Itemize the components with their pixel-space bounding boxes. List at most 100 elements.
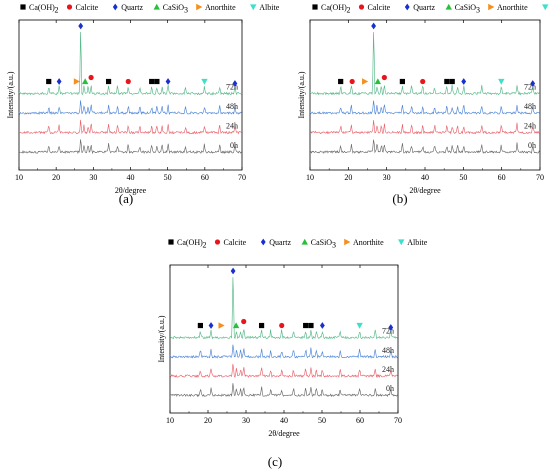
legend-marker-casio3 xyxy=(301,238,308,245)
legend-marker-albite xyxy=(250,4,257,11)
series-24h xyxy=(169,363,399,379)
series-0h xyxy=(18,139,243,155)
x-tick-label: 60 xyxy=(201,173,209,182)
legend-marker-calcite xyxy=(358,4,365,10)
x-tick-label: 30 xyxy=(89,173,97,182)
legend-label-caoh2: Ca(OH) xyxy=(177,238,203,247)
series-label-0h: 0h xyxy=(528,141,536,150)
phase-marker-albite xyxy=(498,78,505,85)
legend-sub-casio3: 3 xyxy=(476,6,480,15)
x-tick-label: 70 xyxy=(238,173,246,182)
phase-marker-caoh2 xyxy=(449,78,455,85)
legend-label-casio3: CaSiO xyxy=(163,3,185,12)
series-48h xyxy=(309,100,541,115)
legend-label-casio3: CaSiO xyxy=(311,238,333,247)
legend-marker-quartz xyxy=(112,3,118,11)
phase-marker-calcite xyxy=(420,78,426,85)
legend-label-anorthite: Anorthite xyxy=(497,3,528,12)
x-tick-label: 40 xyxy=(280,416,288,425)
caption-c: (c) xyxy=(268,454,282,469)
phase-marker-anorthite xyxy=(73,78,81,85)
series-0h xyxy=(309,139,541,154)
phase-marker-quartz xyxy=(78,22,84,30)
plot-frame xyxy=(18,19,243,171)
legend-marker-caoh2 xyxy=(312,4,318,10)
y-axis-label: Intensity/(a.u.) xyxy=(6,71,15,118)
x-axis-label: 2θ/degree xyxy=(268,429,300,438)
phase-marker-quartz xyxy=(165,78,171,85)
x-axis-label: 2θ/degree xyxy=(409,186,441,195)
phase-marker-caoh2 xyxy=(154,78,160,85)
phase-marker-quartz xyxy=(232,80,238,87)
series-label-48h: 48h xyxy=(382,346,394,355)
legend-label-caoh2: Ca(OH) xyxy=(29,3,55,12)
series-label-48h: 48h xyxy=(226,102,238,111)
series-72h xyxy=(309,32,541,96)
phase-marker-calcite xyxy=(381,74,387,81)
series-label-72h: 72h xyxy=(382,327,394,336)
panel-b: Ca(OH)2CalciteQuartzCaSiO3AnorthiteAlbit… xyxy=(297,3,549,195)
x-tick-label: 50 xyxy=(459,173,467,182)
y-axis-label: Intensity/(a.u.) xyxy=(297,71,306,118)
series-0h xyxy=(169,383,399,398)
phase-marker-caoh2 xyxy=(105,78,112,85)
x-tick-label: 70 xyxy=(536,173,544,182)
phase-marker-caoh2 xyxy=(258,322,265,329)
caption-b: (b) xyxy=(392,191,407,206)
legend-sub-casio3: 3 xyxy=(184,6,188,15)
phase-marker-caoh2 xyxy=(399,78,405,85)
series-label-24h: 24h xyxy=(382,365,394,374)
phase-marker-calcite xyxy=(88,74,94,81)
plot-frame xyxy=(309,19,541,171)
phase-marker-caoh2 xyxy=(46,78,52,85)
x-tick-label: 20 xyxy=(52,173,60,182)
x-tick-label: 10 xyxy=(15,173,23,182)
legend-label-anorthite: Anorthite xyxy=(205,3,236,12)
y-axis-label: Intensity/(a.u.) xyxy=(157,315,166,362)
x-tick-label: 10 xyxy=(306,173,314,182)
panel-a: Ca(OH) 2 Calcite Quartz CaSiO 3 Anorthite Albit… xyxy=(6,3,280,195)
phase-marker-quartz xyxy=(56,78,62,85)
legend-sub-caoh2: 2 xyxy=(347,6,351,15)
phase-marker-calcite xyxy=(349,78,355,85)
legend-marker-albite xyxy=(398,239,405,246)
legend-marker-calcite xyxy=(66,4,73,10)
legend-label-calcite: Calcite xyxy=(224,238,247,247)
x-tick-label: 20 xyxy=(344,173,352,182)
phase-marker-anorthite xyxy=(362,78,369,85)
legend-label-quartz: Quartz xyxy=(413,3,435,12)
x-tick-label: 70 xyxy=(394,416,402,425)
legend-label-casio3: CaSiO xyxy=(455,3,477,12)
plot-frame xyxy=(169,264,399,414)
legend-marker-caoh2 xyxy=(168,239,174,245)
legend-sub-caoh2: 2 xyxy=(55,6,59,15)
phase-marker-caoh2 xyxy=(338,78,344,85)
series-48h xyxy=(169,344,399,359)
phase-marker-calcite xyxy=(125,78,131,85)
phase-marker-casio3 xyxy=(374,78,382,85)
x-tick-label: 50 xyxy=(164,173,172,182)
legend-marker-casio3 xyxy=(445,3,452,10)
x-axis-label: 2θ/degree xyxy=(115,186,147,195)
series-label-24h: 24h xyxy=(226,122,238,131)
legend-label-anorthite: Anorthite xyxy=(353,238,384,247)
x-tick-label: 60 xyxy=(498,173,506,182)
phase-marker-caoh2 xyxy=(197,322,203,329)
phase-marker-caoh2 xyxy=(303,322,309,329)
phase-marker-albite xyxy=(356,322,363,329)
legend-label-albite: Albite xyxy=(259,3,279,12)
phase-marker-calcite xyxy=(279,322,285,329)
series-label-0h: 0h xyxy=(230,141,238,150)
x-tick-label: 50 xyxy=(318,416,326,425)
x-tick-label: 20 xyxy=(204,416,212,425)
legend-label-calcite: Calcite xyxy=(368,3,391,12)
x-tick-label: 30 xyxy=(242,416,250,425)
legend-marker-caoh2 xyxy=(20,4,26,10)
legend-sub-caoh2: 2 xyxy=(203,241,207,250)
caption-a: (a) xyxy=(119,191,133,206)
series-24h xyxy=(310,120,541,135)
legend-marker-anorthite xyxy=(344,238,351,246)
x-tick-label: 60 xyxy=(356,416,364,425)
series-72h xyxy=(169,277,399,340)
